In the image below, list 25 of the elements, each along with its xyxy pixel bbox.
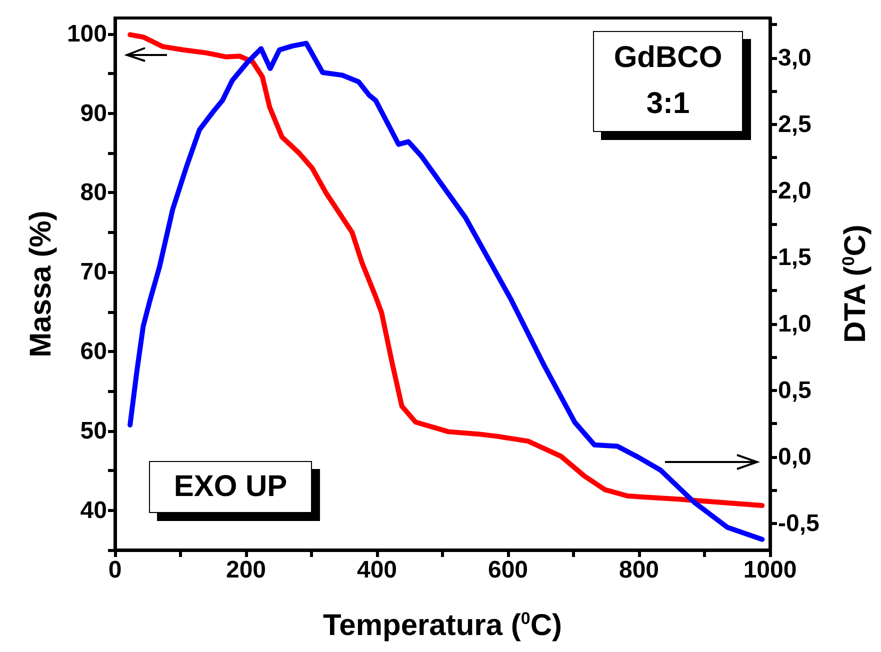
x-tick-label: 0 xyxy=(108,556,122,584)
y2-tick-label: 2,0 xyxy=(778,177,812,204)
annotation: GdBCO 3:1 xyxy=(593,31,743,132)
y-tick-label: 60 xyxy=(80,338,107,365)
y2-tick-label: 3,0 xyxy=(778,44,812,72)
y-tick-label: 70 xyxy=(80,258,107,286)
x-tick-label: 1000 xyxy=(743,556,797,584)
y2-axis-title: DTA (0C) xyxy=(839,224,872,343)
y2-tick-label: 2,5 xyxy=(778,110,812,138)
y-axis-title: Massa (%) xyxy=(24,210,58,358)
y-tick-label: 50 xyxy=(80,417,107,444)
x-tick-label: 800 xyxy=(618,556,660,584)
y2-tick-label: 0,5 xyxy=(778,376,812,404)
y2-tick-label: 0,0 xyxy=(778,443,812,470)
y-tick-label: 40 xyxy=(80,496,107,524)
annotation: EXO UP xyxy=(149,461,312,513)
y2-tick-label: 1,5 xyxy=(778,244,812,271)
x-tick-label: 600 xyxy=(488,556,528,584)
y-tick-label: 80 xyxy=(80,179,107,206)
x-tick-label: 400 xyxy=(356,556,398,584)
x-tick-label: 200 xyxy=(226,556,266,584)
y2-tick-label: -0,5 xyxy=(778,510,820,537)
y2-tick-label: 1,0 xyxy=(778,310,812,338)
y-tick-label: 90 xyxy=(80,100,107,127)
y-tick-label: 100 xyxy=(66,20,107,48)
